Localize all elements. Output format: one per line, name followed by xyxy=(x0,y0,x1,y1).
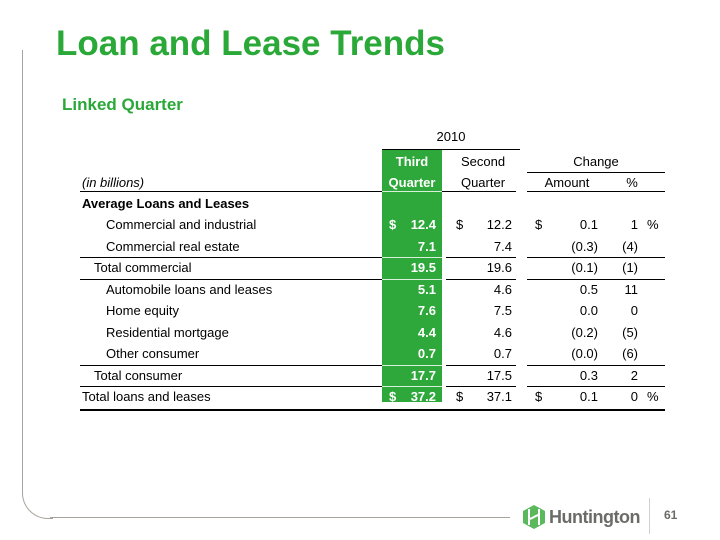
row-rule-left xyxy=(80,365,382,366)
q3-value: 37.2 xyxy=(410,389,436,404)
slide-subtitle: Linked Quarter xyxy=(62,95,183,114)
change-amount: 0.1 xyxy=(579,389,598,404)
row-label: Residential mortgage xyxy=(106,325,229,340)
percent-sign: % xyxy=(647,217,659,232)
col-third-quarter-2: Quarter xyxy=(388,175,436,190)
change-amount: (0.2) xyxy=(571,325,598,340)
change-underline xyxy=(527,172,665,173)
row-rule-q2 xyxy=(446,386,516,387)
change-amount: 0.0 xyxy=(579,303,598,318)
change-percent: 2 xyxy=(630,368,638,383)
q2-value: 7.5 xyxy=(493,303,512,318)
q3-value: 5.1 xyxy=(417,282,436,297)
row-rule-q2 xyxy=(446,365,516,366)
q2-value: 0.7 xyxy=(493,346,512,361)
slide-frame-bottom xyxy=(50,517,510,518)
row-label: Commercial real estate xyxy=(106,239,240,254)
row-rule-q2 xyxy=(446,257,516,258)
slide-frame-corner xyxy=(22,480,53,519)
row-label: Commercial and industrial xyxy=(106,217,257,232)
row-rule-green xyxy=(382,279,442,280)
q3-value: 0.7 xyxy=(417,346,436,361)
change-percent: 11 xyxy=(624,282,639,297)
section-header: Average Loans and Leases xyxy=(82,196,250,211)
q3-value: 19.5 xyxy=(410,260,436,275)
header-rule-green xyxy=(382,191,442,192)
q2-currency: $ xyxy=(456,217,464,232)
change-amount: (0.0) xyxy=(571,346,598,361)
q2-value: 19.6 xyxy=(486,260,512,275)
third-quarter-highlight xyxy=(382,150,442,402)
year-underline xyxy=(382,149,520,150)
change-percent: (6) xyxy=(622,346,638,361)
slide-title: Loan and Lease Trends xyxy=(56,24,445,63)
q3-currency: $ xyxy=(389,389,397,404)
amount-currency: $ xyxy=(535,389,543,404)
table-bottom-rule xyxy=(80,409,665,411)
amount-currency: $ xyxy=(535,217,543,232)
header-rule-right xyxy=(527,191,665,192)
change-amount: 0.5 xyxy=(579,282,598,297)
row-rule-green xyxy=(382,386,442,387)
slide-frame-left xyxy=(22,50,23,490)
col-second-quarter-2: Quarter xyxy=(460,175,506,190)
units-label: (in billions) xyxy=(82,175,145,190)
q3-value: 4.4 xyxy=(417,325,436,340)
q2-value: 4.6 xyxy=(493,325,512,340)
change-amount: (0.3) xyxy=(571,239,598,254)
q3-value: 7.6 xyxy=(417,303,436,318)
change-amount: (0.1) xyxy=(571,260,598,275)
change-percent: (4) xyxy=(622,239,638,254)
col-second-quarter-1: Second xyxy=(460,154,506,169)
row-label: Total loans and leases xyxy=(82,389,211,404)
q3-value: 7.1 xyxy=(417,239,436,254)
row-rule-left xyxy=(80,257,382,258)
row-rule-left xyxy=(80,279,382,280)
q3-value: 17.7 xyxy=(410,368,436,383)
row-rule-green xyxy=(382,365,442,366)
row-rule-change xyxy=(527,386,665,387)
row-rule-change xyxy=(527,257,665,258)
huntington-logo-icon xyxy=(523,505,545,529)
row-label: Total consumer xyxy=(94,368,183,383)
col-amount: Amount xyxy=(544,175,590,190)
q2-value: 4.6 xyxy=(493,282,512,297)
row-label: Home equity xyxy=(106,303,179,318)
logo-text: Huntington xyxy=(549,506,640,527)
row-rule-green xyxy=(382,257,442,258)
row-rule-q2 xyxy=(446,279,516,280)
change-percent: 1 xyxy=(630,217,638,232)
row-label: Total commercial xyxy=(94,260,192,275)
change-percent: 0 xyxy=(630,389,638,404)
row-label: Automobile loans and leases xyxy=(106,282,273,297)
change-percent: (1) xyxy=(622,260,638,275)
q2-value: 17.5 xyxy=(486,368,512,383)
footer-separator xyxy=(649,498,650,534)
q2-value: 7.4 xyxy=(493,239,512,254)
percent-sign: % xyxy=(647,389,659,404)
q2-value: 12.2 xyxy=(486,217,512,232)
change-amount: 0.1 xyxy=(579,217,598,232)
q3-currency: $ xyxy=(389,217,397,232)
col-third-quarter-1: Third xyxy=(395,154,429,169)
q2-currency: $ xyxy=(456,389,464,404)
col-change: Change xyxy=(573,154,619,169)
row-rule-left xyxy=(80,386,382,387)
page-number: 61 xyxy=(664,508,678,522)
year-header: 2010 xyxy=(436,129,466,144)
change-percent: (5) xyxy=(622,325,638,340)
header-rule-left xyxy=(80,191,516,192)
row-rule-change xyxy=(527,365,665,366)
row-rule-change xyxy=(527,279,665,280)
q2-value: 37.1 xyxy=(486,389,512,404)
huntington-logo: Huntington xyxy=(523,505,640,529)
row-label: Other consumer xyxy=(106,346,200,361)
change-amount: 0.3 xyxy=(579,368,598,383)
q3-value: 12.4 xyxy=(410,217,436,232)
change-percent: 0 xyxy=(630,303,638,318)
col-percent: % xyxy=(626,175,638,190)
